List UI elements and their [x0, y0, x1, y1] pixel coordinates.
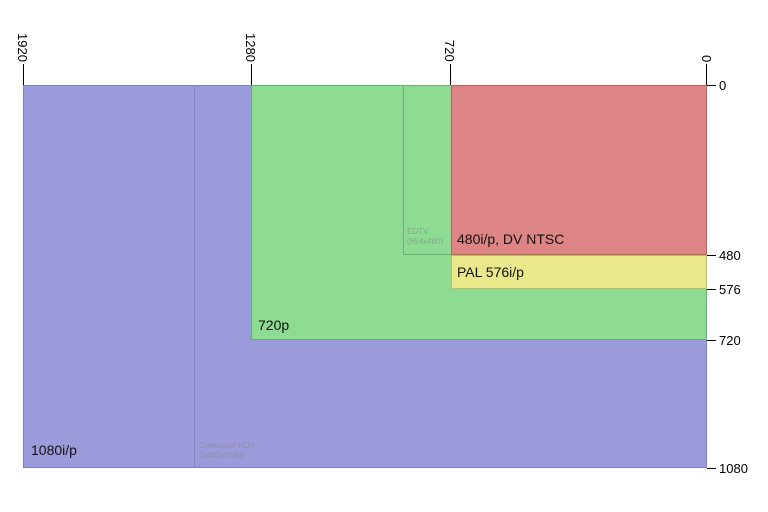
top-tick-line-1920 — [23, 64, 24, 85]
right-axis-tick-1080: 1080 — [719, 461, 748, 476]
label-480-ntsc: 480i/p, DV NTSC — [457, 231, 565, 247]
region-pal-576 — [451, 255, 707, 289]
right-tick-line-720 — [707, 340, 716, 341]
top-axis-tick-0: 0 — [699, 54, 714, 62]
top-tick-line-720 — [450, 64, 451, 85]
top-axis-tick-720: 720 — [442, 40, 457, 62]
right-tick-line-0 — [707, 85, 716, 86]
right-axis-tick-480: 480 — [719, 248, 741, 263]
right-axis-tick-720: 720 — [719, 333, 741, 348]
label-consumer-hdv: Consumer HDV (1440x1080) — [199, 441, 255, 462]
right-tick-line-1080 — [707, 468, 716, 469]
label-1080: 1080i/p — [31, 442, 77, 458]
top-tick-line-0 — [706, 64, 707, 85]
label-edtv-line1: EDTV — [407, 227, 429, 236]
right-tick-line-576 — [707, 289, 716, 290]
label-consumer-hdv-line2: (1440x1080) — [199, 451, 244, 461]
right-axis-tick-0: 0 — [719, 78, 727, 93]
label-720p: 720p — [258, 317, 290, 333]
top-axis-tick-1920: 1920 — [15, 33, 30, 62]
consumer-hdv-boundary-line — [194, 85, 195, 468]
label-consumer-hdv-line1: Consumer HDV — [199, 441, 256, 450]
right-axis-tick-576: 576 — [719, 282, 741, 297]
label-edtv-line2: (854x480) — [407, 237, 444, 247]
label-pal-576: PAL 576i/p — [457, 264, 524, 280]
top-tick-line-1280 — [251, 64, 252, 85]
right-tick-line-480 — [707, 255, 716, 256]
region-480-ntsc — [451, 85, 707, 255]
top-axis-tick-1280: 1280 — [243, 33, 258, 62]
label-edtv: EDTV (854x480) — [407, 227, 443, 248]
